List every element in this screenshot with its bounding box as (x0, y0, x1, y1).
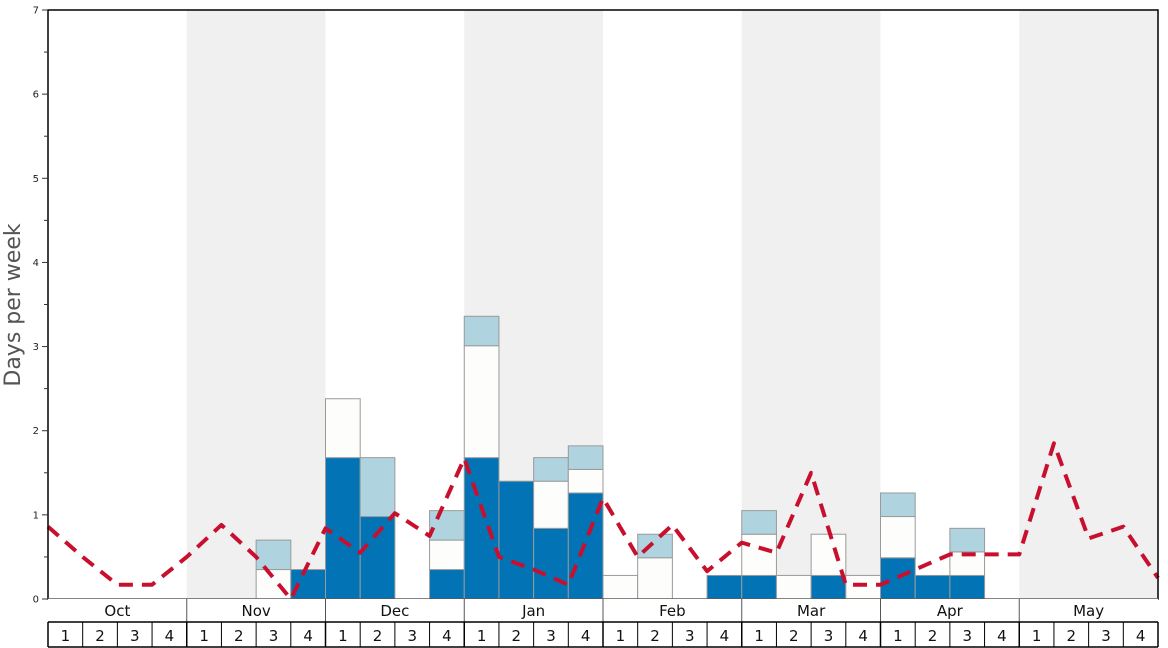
bar-segment-light (567, 445, 604, 470)
y-axis-ticks: 0 1 2 3 4 5 6 7 (33, 6, 48, 606)
bar-segment-dark (429, 569, 465, 600)
bar-segment-light (429, 510, 465, 541)
month-label-apr: Apr (937, 602, 964, 620)
bar-segment-white (637, 557, 673, 600)
bar-segment-dark (706, 574, 743, 600)
bar-segment-white (325, 398, 361, 459)
month-label-oct: Oct (104, 602, 130, 620)
bar-segment-white (880, 516, 916, 559)
week-label: 2 (373, 627, 383, 645)
week-label: 1 (616, 627, 626, 645)
bar-segment-white (810, 533, 847, 576)
week-label: 1 (199, 627, 209, 645)
week-label-row: 1 2 3 4 1 2 3 4 1 2 3 4 1 2 3 4 1 2 3 4 1 2 3 4 1 2 3 4 1 2 3 4 (47, 622, 1159, 648)
bar-segment-light (463, 315, 500, 347)
y-tick-label: 3 (33, 342, 39, 353)
week-label: 2 (789, 627, 799, 645)
week-label: 2 (1067, 627, 1077, 645)
bar-segment-light (533, 457, 569, 482)
bar-segment-dark (741, 574, 777, 600)
trend-line-group (46, 441, 1160, 601)
week-label: 1 (477, 627, 487, 645)
week-label: 1 (893, 627, 903, 645)
week-label: 4 (303, 627, 313, 645)
bar-segment-dark (463, 457, 500, 600)
month-label-dec: Dec (380, 602, 409, 620)
bar-segment-light (880, 492, 916, 518)
bar-segment-white (533, 480, 569, 529)
bar-segment-white (567, 468, 604, 494)
week-label: 2 (928, 627, 938, 645)
week-label: 4 (581, 627, 591, 645)
week-label: 1 (61, 627, 71, 645)
bar-segment-dark (498, 480, 535, 600)
week-label: 3 (1101, 627, 1111, 645)
week-label: 2 (650, 627, 660, 645)
bar-segment-white (845, 574, 881, 600)
week-label: 3 (407, 627, 417, 645)
week-label: 1 (754, 627, 764, 645)
bar-segment-white (463, 345, 500, 459)
month-band-nov (186, 10, 326, 599)
bar-segment-light (359, 457, 396, 518)
month-bands (186, 10, 1158, 599)
week-label: 4 (997, 627, 1007, 645)
bar-segment-dark (810, 574, 847, 600)
y-tick-label: 6 (33, 90, 39, 101)
bar-segment-white (602, 574, 639, 600)
week-label: 3 (685, 627, 695, 645)
trend-line (46, 441, 1160, 601)
y-tick-label: 2 (33, 426, 39, 437)
week-label: 3 (546, 627, 556, 645)
bar-segment-light (255, 539, 292, 571)
bar-segment-dark (880, 557, 916, 600)
week-label: 2 (95, 627, 105, 645)
month-label-feb: Feb (659, 602, 686, 620)
month-label-nov: Nov (241, 602, 270, 620)
bar-segment-white (429, 539, 465, 571)
week-label: 2 (234, 627, 244, 645)
week-label: 3 (824, 627, 834, 645)
y-tick-label: 5 (33, 174, 39, 185)
week-label: 4 (1136, 627, 1146, 645)
week-label: 3 (269, 627, 279, 645)
y-axis-label: Days per week (1, 223, 26, 386)
y-tick-label: 1 (33, 510, 39, 521)
week-label: 1 (338, 627, 348, 645)
month-label-row: Oct Nov Dec Jan Feb Mar Apr May (48, 599, 1158, 623)
week-label: 4 (442, 627, 452, 645)
bar-segment-dark (949, 574, 986, 600)
bar-segment-white (775, 574, 812, 600)
bar-segment-light (949, 527, 986, 553)
week-label: 3 (130, 627, 140, 645)
month-label-may: May (1073, 602, 1104, 620)
week-label: 3 (962, 627, 972, 645)
month-label-mar: Mar (797, 602, 826, 620)
week-label: 1 (1032, 627, 1042, 645)
week-label: 4 (858, 627, 868, 645)
bar-segment-light (637, 533, 673, 559)
week-label: 4 (165, 627, 175, 645)
week-label: 4 (720, 627, 730, 645)
stacked-bars (255, 315, 986, 600)
bar-segment-light (741, 510, 777, 535)
month-label-jan: Jan (521, 602, 545, 620)
bar-segment-dark (533, 527, 569, 600)
month-band-may (1019, 10, 1158, 599)
bar-segment-white (741, 533, 777, 576)
y-tick-label: 0 (33, 595, 39, 606)
week-label: 2 (512, 627, 522, 645)
y-tick-label: 7 (33, 6, 39, 17)
bar-segment-dark (359, 516, 396, 600)
month-band-mar (741, 10, 881, 599)
y-tick-label: 4 (33, 258, 39, 269)
bar-segment-dark (325, 457, 361, 600)
bar-segment-dark (914, 574, 951, 600)
